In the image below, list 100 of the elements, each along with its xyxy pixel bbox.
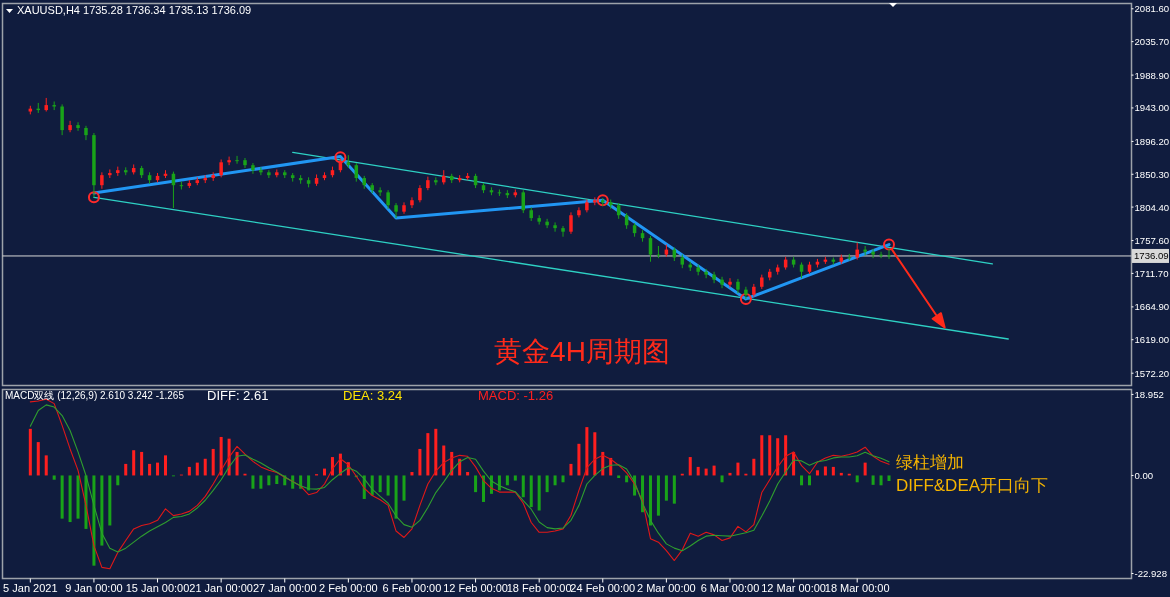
bar: [132, 450, 136, 476]
candlestick: [720, 276, 724, 289]
x-tick-label: 18 Mar 00:00: [824, 581, 890, 594]
x-tick-label: 27 Jan 00:00: [252, 581, 317, 594]
bar: [156, 462, 160, 476]
x-tick-label: 5 Jan 2021: [3, 581, 58, 594]
candlestick: [76, 121, 80, 132]
bar: [203, 458, 207, 476]
y-tick-label: 18.952: [1134, 388, 1164, 400]
bar: [124, 463, 128, 476]
bar: [585, 427, 589, 476]
bar: [800, 475, 804, 486]
bar: [617, 475, 621, 479]
y-tick-label: 1988.90: [1134, 69, 1170, 81]
y-tick-label: 2081.60: [1134, 3, 1170, 15]
bar: [505, 475, 509, 486]
bar: [887, 475, 891, 482]
bar: [871, 475, 875, 485]
candlestick: [60, 103, 64, 136]
candlestick: [227, 156, 231, 166]
bar: [696, 466, 700, 476]
bar: [187, 466, 191, 476]
x-tick-label: 6 Mar 00:00: [700, 581, 760, 594]
annotation: MACD: -1.26: [478, 388, 554, 403]
point: [596, 194, 609, 207]
bar: [553, 475, 557, 486]
annotation: 绿柱增加: [896, 453, 964, 472]
bar: [736, 462, 740, 476]
bar: [537, 475, 541, 511]
bar: [656, 475, 660, 516]
bar: [108, 475, 112, 526]
bar: [879, 475, 883, 486]
bar: [823, 466, 827, 476]
candlestick: [569, 211, 573, 235]
bar: [466, 472, 470, 476]
x-tick-label: 9 Jan 00:00: [65, 581, 123, 594]
bar: [521, 475, 525, 498]
y-tick-label: 1711.70: [1134, 267, 1169, 279]
y-tick-label: -22.928: [1134, 567, 1168, 579]
candlestick: [243, 157, 247, 169]
y-tick-label: 1757.60: [1134, 235, 1170, 247]
bar: [855, 475, 859, 483]
bar: [44, 455, 48, 476]
candlestick: [561, 225, 565, 238]
bar: [386, 475, 390, 496]
bar: [259, 475, 263, 489]
bar: [752, 458, 756, 476]
bar: [831, 466, 835, 476]
x-tick-label: 24 Feb 00:00: [570, 581, 636, 594]
y-tick-label: 1850.30: [1134, 168, 1170, 180]
bar: [815, 470, 819, 476]
y-tick-label: 1943.00: [1134, 102, 1170, 114]
annotation: 黄金4H周期图: [494, 336, 670, 367]
candlestick: [259, 166, 263, 176]
bar: [275, 475, 279, 484]
bar: [418, 448, 422, 476]
candlestick: [553, 221, 557, 233]
y-tick-label: 0.00: [1134, 469, 1154, 481]
candlestick: [251, 162, 255, 175]
bar: [116, 475, 120, 486]
bar: [140, 451, 144, 476]
bar: [148, 463, 152, 476]
bar: [863, 462, 867, 476]
x-tick-label: 15 Jan 00:00: [125, 581, 190, 594]
y-tick-label: 1619.00: [1134, 334, 1170, 346]
bar: [593, 432, 597, 476]
candlestick: [656, 245, 661, 259]
bar: [648, 475, 652, 526]
bar: [68, 475, 72, 523]
candlestick: [704, 268, 708, 279]
bar: [52, 475, 56, 480]
annotation: DEA: 3.24: [343, 388, 403, 403]
y-tick-label: 2035.70: [1134, 36, 1170, 48]
ref-line-label: 1736.09: [1134, 250, 1169, 262]
bar: [195, 462, 199, 476]
bar: [60, 475, 64, 519]
y-tick-label: 1896.20: [1134, 135, 1170, 147]
annotation: DIFF&DEA开口向下: [896, 476, 1049, 495]
candlestick: [497, 188, 502, 197]
candlestick: [744, 286, 748, 300]
bar: [664, 475, 668, 501]
ref-line: 1736.09: [2, 248, 1169, 263]
bar: [760, 435, 764, 476]
point: [334, 151, 347, 164]
bar: [442, 445, 446, 476]
bar: [251, 475, 255, 489]
bar: [163, 455, 167, 476]
candlestick: [887, 248, 891, 260]
bar: [211, 448, 215, 476]
bar: [426, 433, 430, 476]
bar: [577, 443, 581, 476]
x-tick-label: 21 Jan 00:00: [189, 581, 253, 594]
bar: [784, 435, 788, 476]
y-tick-label: 1572.20: [1134, 367, 1170, 379]
point: [883, 238, 895, 251]
candlestick: [386, 189, 390, 210]
annotation: DIFF: 2.61: [207, 388, 269, 403]
bar: [434, 428, 438, 476]
chart-title: XAUUSD,H4 1735.28 1736.34 1735.13 1736.09: [17, 4, 252, 16]
candlestick: [84, 125, 88, 141]
